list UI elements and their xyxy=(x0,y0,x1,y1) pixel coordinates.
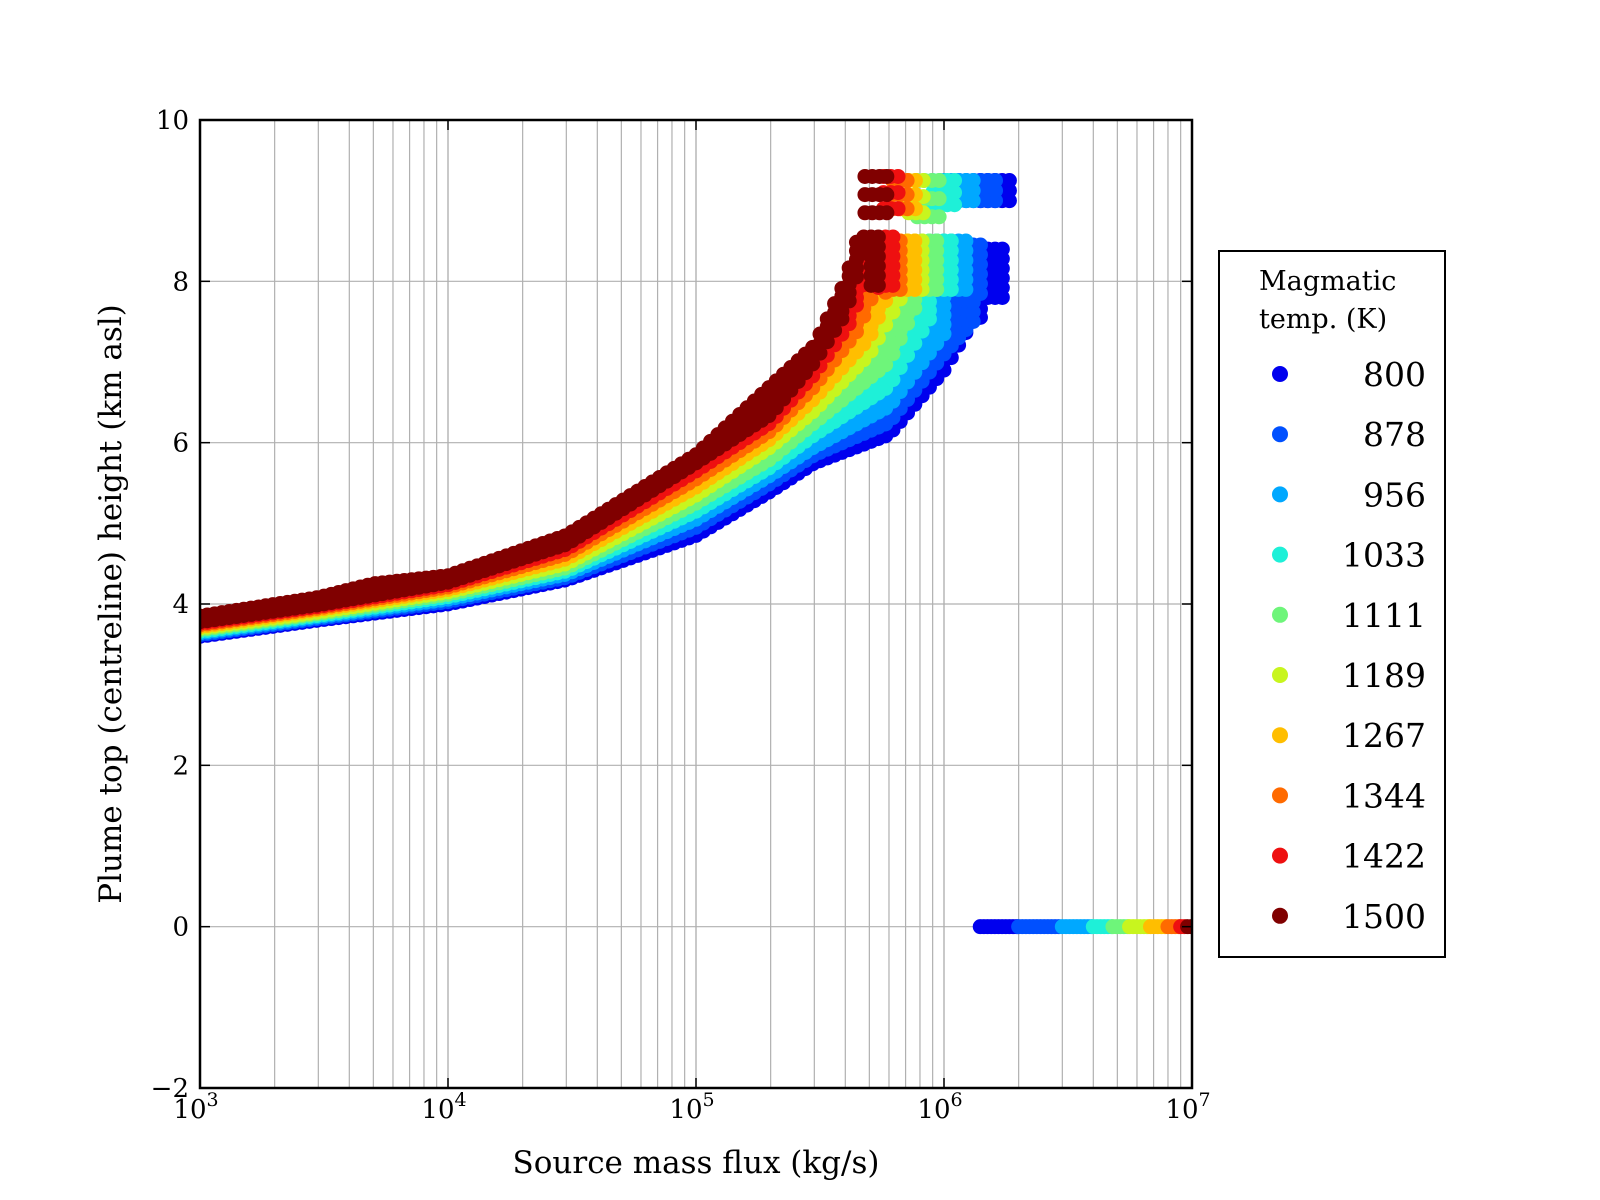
x-tick-exponent: 5 xyxy=(703,1089,715,1111)
data-point xyxy=(870,229,886,245)
y-tick-label: 6 xyxy=(172,429,189,459)
data-point xyxy=(994,241,1010,257)
legend-marker-800 xyxy=(1272,366,1288,382)
legend-marker-956 xyxy=(1272,486,1288,503)
y-tick-label: 4 xyxy=(172,590,189,620)
legend-marker-878 xyxy=(1272,426,1288,443)
legend-marker-1267 xyxy=(1272,727,1288,744)
y-tick-label: −2 xyxy=(151,1074,189,1104)
x-tick-exponent: 3 xyxy=(207,1089,219,1111)
data-point xyxy=(972,237,988,253)
data-point xyxy=(890,185,906,201)
legend-marker-1344 xyxy=(1272,787,1288,804)
legend-label-878: 878 xyxy=(1363,415,1426,454)
legend-marker-1033 xyxy=(1272,546,1288,563)
data-point xyxy=(947,173,963,188)
data-point xyxy=(931,209,947,225)
scatter-points xyxy=(200,168,1192,935)
data-point xyxy=(931,173,947,188)
legend-label-1500: 1500 xyxy=(1342,897,1426,936)
x-tick-exponent: 4 xyxy=(455,1089,467,1111)
y-tick-labels: −2 0 2 4 6 8 10 xyxy=(151,106,189,1104)
legend-label-1344: 1344 xyxy=(1342,776,1426,815)
data-point xyxy=(1001,173,1017,188)
data-point xyxy=(947,197,963,213)
legend-label-1422: 1422 xyxy=(1342,837,1426,876)
data-point xyxy=(885,229,901,245)
x-tick-exponent: 6 xyxy=(951,1089,963,1111)
legend-label-800: 800 xyxy=(1363,355,1426,394)
x-axis-label: Source mass flux (kg/s) xyxy=(513,1145,880,1181)
legend-label-1111: 1111 xyxy=(1342,596,1426,635)
legend-marker-1189 xyxy=(1272,667,1288,683)
y-tick-label: 2 xyxy=(172,751,189,781)
legend: Magmatic temp. (K) 800 878 956 1033 1111 1189… xyxy=(1218,250,1446,958)
data-point xyxy=(958,233,974,249)
data-point xyxy=(879,168,895,184)
y-tick-label: 10 xyxy=(156,106,189,136)
data-point xyxy=(988,173,1004,188)
legend-label-1267: 1267 xyxy=(1342,716,1426,755)
x-tick-label: 106 xyxy=(917,1089,962,1125)
legend-marker-1422 xyxy=(1272,847,1288,864)
x-tick-exponent: 7 xyxy=(1199,1089,1211,1111)
data-point xyxy=(879,187,895,203)
data-point xyxy=(929,233,945,249)
legend-title-line-1: Magmatic xyxy=(1259,266,1396,297)
data-point xyxy=(965,173,981,188)
legend-title-line-2: temp. (K) xyxy=(1259,304,1387,335)
legend-label-1189: 1189 xyxy=(1342,656,1426,695)
legend-entries: 800 878 956 1033 1111 1189 1267 1344 1422 1500 xyxy=(1272,355,1426,936)
legend-marker-1500 xyxy=(1272,907,1288,924)
legend-label-956: 956 xyxy=(1363,475,1426,514)
data-point xyxy=(907,233,923,249)
legend-marker-1111 xyxy=(1272,606,1288,623)
data-point xyxy=(931,191,947,207)
data-point xyxy=(943,233,959,249)
y-axis-label: Plume top (centreline) height (km asl) xyxy=(93,304,129,904)
y-tick-label: 0 xyxy=(172,913,189,943)
legend-box xyxy=(1218,250,1446,958)
legend-label-1033: 1033 xyxy=(1342,536,1426,575)
y-tick-label: 8 xyxy=(172,267,189,297)
plot-frame xyxy=(198,118,1194,1090)
data-point xyxy=(879,205,895,221)
data-point xyxy=(890,168,906,184)
data-point xyxy=(947,185,963,201)
